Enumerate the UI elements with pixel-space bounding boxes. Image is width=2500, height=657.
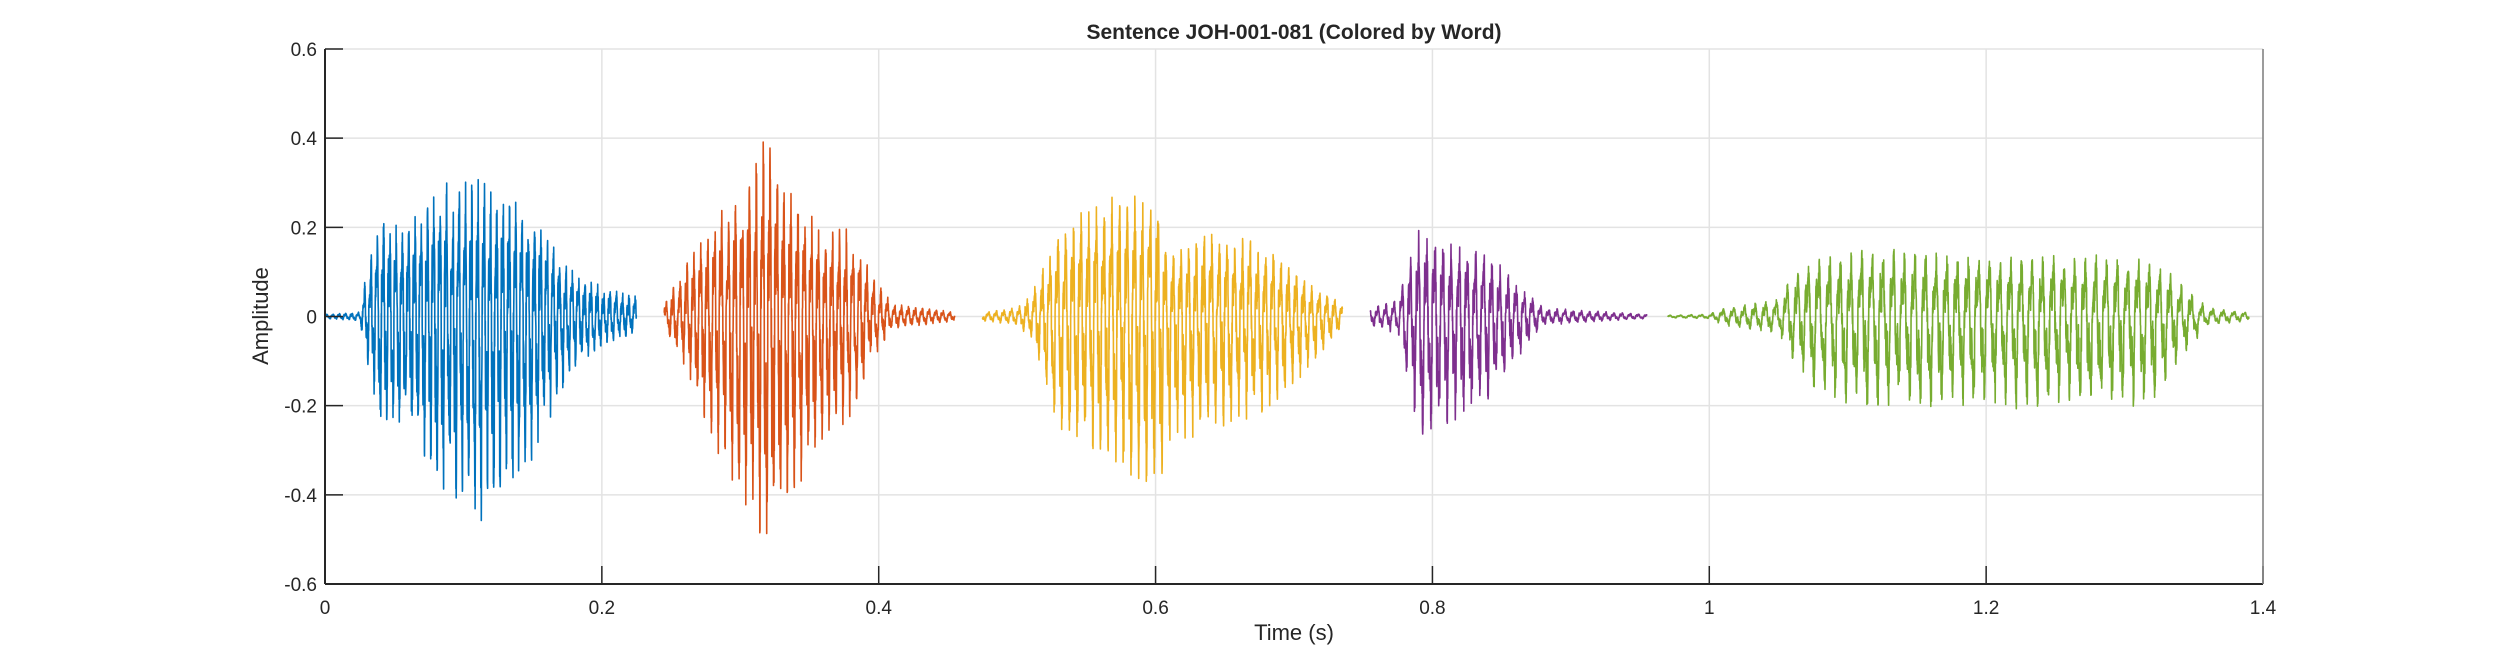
y-tick-label: 0.6: [291, 40, 317, 61]
waveform-word-3: [981, 195, 1344, 483]
x-tick-label: 0: [320, 598, 331, 619]
waveform-word-4: [1369, 229, 1648, 435]
x-tick-label: 1.2: [1973, 598, 1999, 619]
waveform-word-5: [1667, 248, 2250, 410]
y-tick-label: -0.2: [284, 397, 317, 418]
waveform-series: [324, 141, 2250, 535]
waveform-word-2: [663, 141, 956, 535]
x-tick-label: 0.8: [1419, 598, 1445, 619]
y-axis-label: Amplitude: [248, 267, 273, 365]
x-tick-labels: 0 0.2 0.4 0.6 0.8 1 1.2 1.4: [320, 598, 2277, 619]
axes: [324, 48, 2264, 585]
y-tick-label: 0.4: [291, 129, 318, 150]
y-tick-label: -0.6: [284, 575, 317, 596]
x-tick-label: 0.6: [1142, 598, 1168, 619]
x-axis-label: Time (s): [1254, 620, 1334, 645]
x-tick-label: 0.4: [866, 598, 893, 619]
grid-lines: [324, 48, 2264, 585]
y-tick-labels: -0.6 -0.4 -0.2 0 0.2 0.4 0.6: [284, 40, 317, 596]
x-tick-label: 1.4: [2250, 598, 2277, 619]
y-tick-label: 0: [306, 308, 317, 329]
y-tick-label: -0.4: [284, 486, 317, 507]
y-tick-label: 0.2: [291, 218, 317, 239]
waveform-word-1: [324, 178, 638, 522]
x-tick-label: 0.2: [589, 598, 615, 619]
x-tick-label: 1: [1704, 598, 1715, 619]
chart-title: Sentence JOH-001-081 (Colored by Word): [1086, 21, 1501, 44]
